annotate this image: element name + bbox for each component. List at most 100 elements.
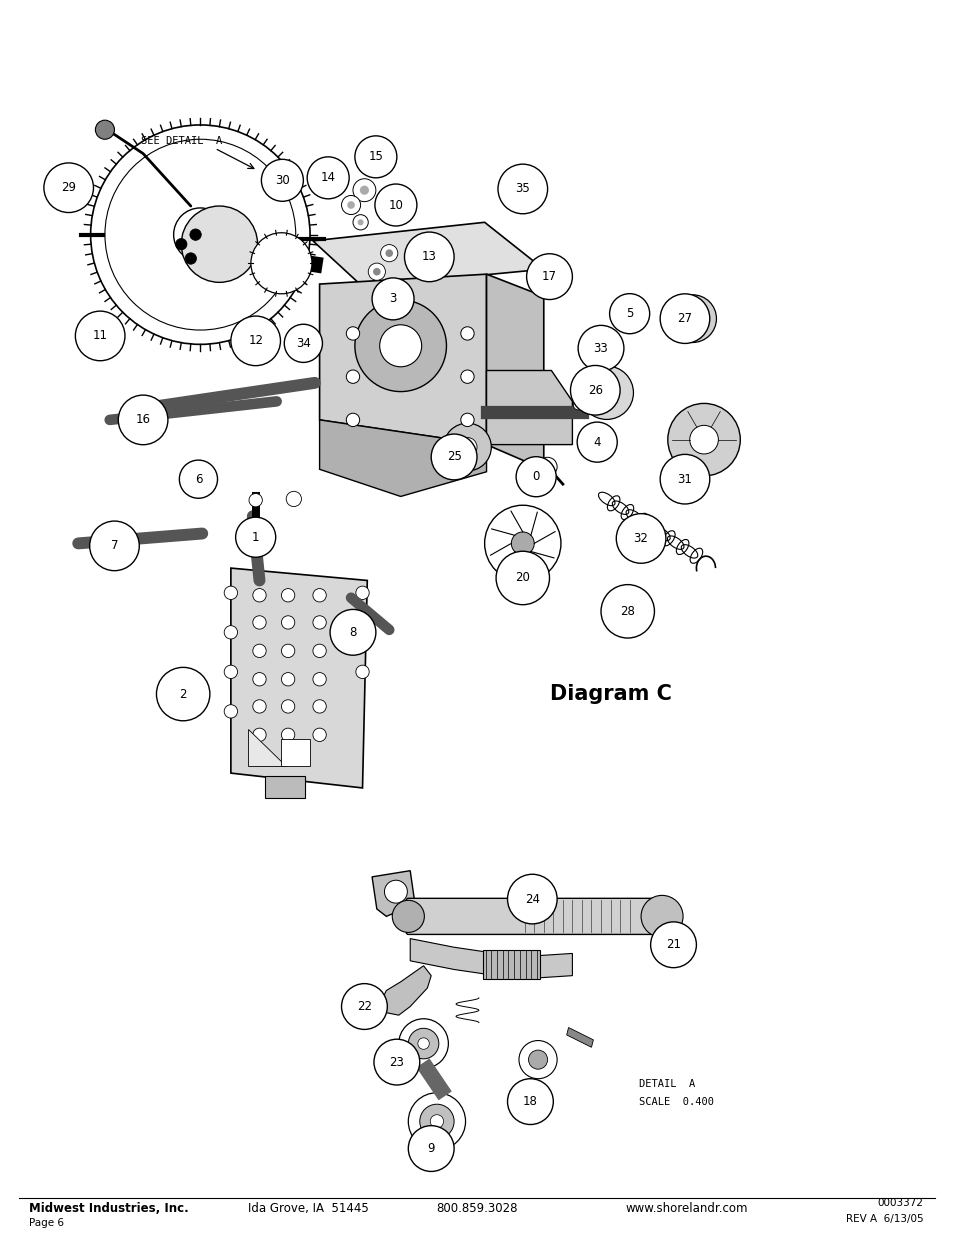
Polygon shape [231,568,367,788]
Text: 26: 26 [587,384,602,396]
Circle shape [516,457,556,496]
Text: 31: 31 [677,473,692,485]
Circle shape [253,616,266,629]
Circle shape [253,700,266,713]
Text: 2: 2 [179,688,187,700]
Circle shape [355,666,369,678]
Circle shape [359,185,369,195]
Circle shape [404,232,454,282]
Circle shape [313,673,326,685]
Circle shape [537,457,557,477]
Circle shape [689,425,718,454]
Text: 13: 13 [421,251,436,263]
Circle shape [668,295,716,342]
Text: 10: 10 [388,199,403,211]
Circle shape [609,294,649,333]
Text: SEE DETAIL  A: SEE DETAIL A [141,136,222,146]
Circle shape [355,626,369,638]
Circle shape [231,316,280,366]
Circle shape [261,159,303,201]
Text: 20: 20 [515,572,530,584]
Polygon shape [410,939,572,978]
Circle shape [44,163,93,212]
Text: Ida Grove, IA  51445: Ida Grove, IA 51445 [248,1202,369,1215]
FancyBboxPatch shape [281,739,310,766]
Text: 16: 16 [135,414,151,426]
Text: 7: 7 [111,540,118,552]
Text: 6: 6 [194,473,202,485]
Text: 22: 22 [356,1000,372,1013]
Circle shape [384,881,407,903]
Circle shape [640,895,682,937]
Circle shape [355,300,446,391]
Text: 11: 11 [92,330,108,342]
Text: 0003372: 0003372 [877,1198,923,1208]
Circle shape [190,228,201,241]
Circle shape [281,616,294,629]
Circle shape [597,383,616,403]
Circle shape [346,370,359,383]
Text: 24: 24 [524,893,539,905]
Circle shape [313,700,326,713]
Circle shape [408,1125,454,1172]
Circle shape [573,378,582,388]
Circle shape [286,492,301,506]
Circle shape [181,206,257,283]
Text: 0: 0 [532,471,539,483]
Circle shape [355,587,369,599]
Circle shape [543,463,551,471]
Circle shape [518,1041,557,1078]
Polygon shape [248,729,286,766]
Circle shape [224,587,237,599]
Circle shape [528,1050,547,1070]
FancyBboxPatch shape [406,898,663,935]
Circle shape [380,245,397,262]
Circle shape [95,120,114,140]
Circle shape [249,494,262,506]
Text: 17: 17 [541,270,557,283]
Circle shape [600,584,654,638]
Circle shape [682,309,701,329]
Polygon shape [381,966,431,1015]
Circle shape [496,551,549,605]
Text: 33: 33 [593,342,608,354]
Circle shape [90,521,139,571]
Circle shape [185,253,196,264]
Text: 9: 9 [427,1142,435,1155]
Circle shape [313,645,326,657]
Text: Diagram C: Diagram C [549,684,671,704]
Circle shape [355,136,396,178]
Text: 800.859.3028: 800.859.3028 [436,1202,517,1215]
Circle shape [484,505,560,582]
Circle shape [507,874,557,924]
Circle shape [175,238,187,249]
Circle shape [417,1037,429,1050]
Circle shape [251,232,312,294]
Circle shape [118,395,168,445]
Circle shape [224,705,237,718]
Circle shape [347,201,355,209]
Text: www.shorelandr.com: www.shorelandr.com [625,1202,747,1215]
Circle shape [91,125,310,345]
Circle shape [372,278,414,320]
Circle shape [408,1029,438,1058]
Text: 27: 27 [677,312,692,325]
Circle shape [578,325,623,372]
Circle shape [573,400,582,410]
FancyBboxPatch shape [482,950,539,979]
Circle shape [385,249,393,257]
Polygon shape [319,420,486,496]
Circle shape [659,294,709,343]
Polygon shape [566,1028,593,1047]
Circle shape [253,645,266,657]
Text: 4: 4 [593,436,600,448]
Circle shape [650,921,696,968]
Text: 15: 15 [368,151,383,163]
Text: 34: 34 [295,337,311,350]
Circle shape [511,532,534,555]
Text: 32: 32 [633,532,648,545]
Text: 14: 14 [320,172,335,184]
Circle shape [392,900,424,932]
Circle shape [353,215,368,230]
Circle shape [460,370,474,383]
